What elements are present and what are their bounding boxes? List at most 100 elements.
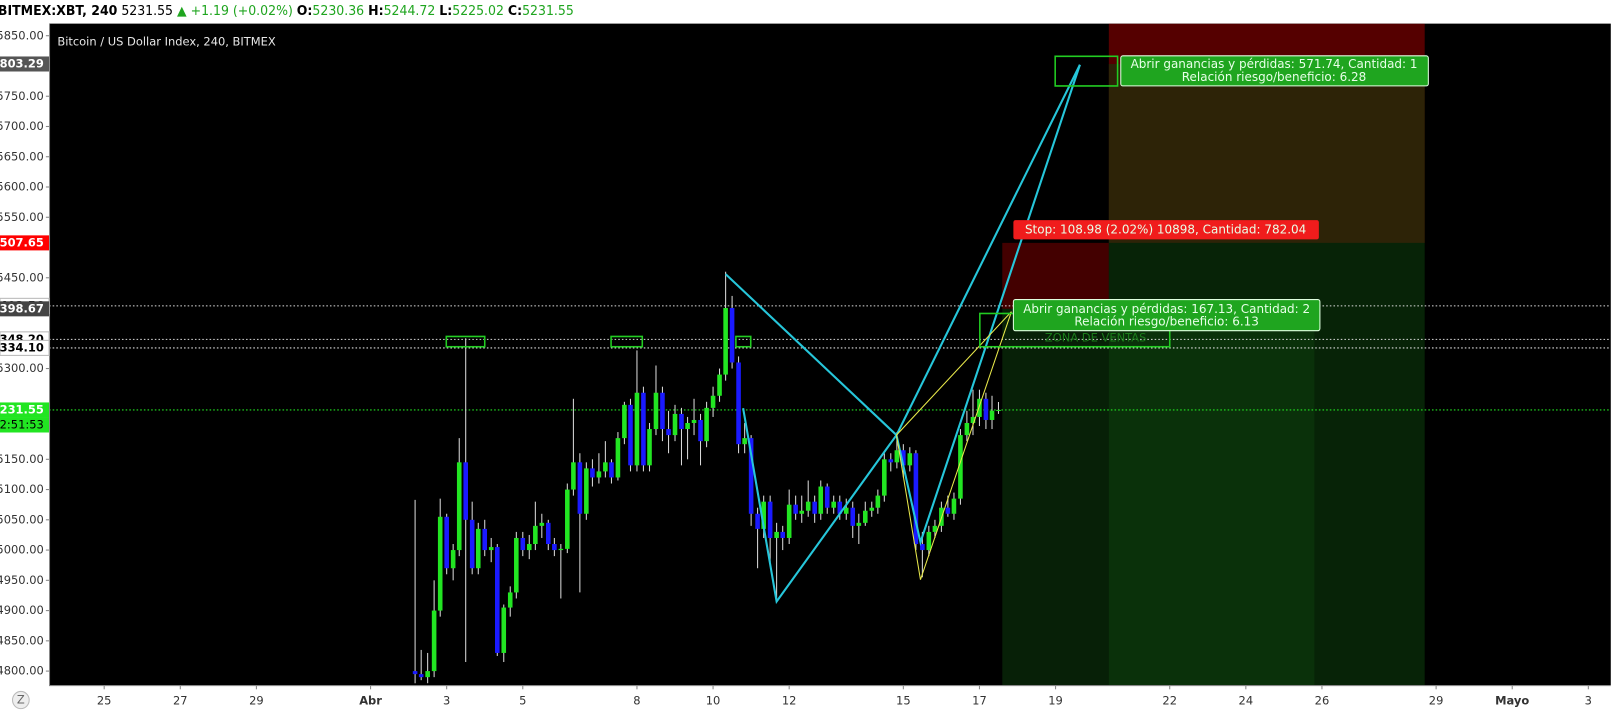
candle-body — [901, 450, 906, 466]
y-tick-label: 5450.00 — [0, 270, 44, 284]
candle-body — [685, 422, 690, 430]
zoom-icon[interactable] — [11, 690, 30, 710]
candle-body — [793, 504, 798, 514]
candle-body — [615, 438, 621, 478]
price-label-bg — [0, 235, 50, 251]
candle-body — [831, 501, 836, 508]
y-tick-label: 5000.00 — [0, 542, 44, 556]
candle-body — [463, 462, 468, 520]
y-tick-label: 5100.00 — [0, 482, 44, 496]
candle-body — [704, 407, 709, 442]
candle-body — [507, 592, 513, 608]
candle-body — [437, 516, 443, 611]
candle-body — [856, 522, 862, 526]
y-tick-label: 4950.00 — [0, 573, 44, 587]
h-label: H: — [368, 2, 383, 17]
candle-body — [862, 510, 868, 523]
candle-body — [970, 416, 976, 423]
position-labels: Abrir ganancias y pérdidas: 571.74, Cant… — [1012, 55, 1429, 332]
candle-body — [482, 528, 488, 551]
price-label: 5803.29 — [0, 56, 44, 70]
candle-body — [552, 544, 557, 551]
candle-body — [444, 516, 449, 569]
candle-body — [584, 468, 589, 514]
candle-body — [913, 453, 919, 545]
target2-line2: Relación riesgo/beneficio: 6.13 — [1074, 314, 1259, 328]
candle-body — [837, 501, 843, 514]
candle-body — [565, 489, 570, 549]
y-tick-label: 5300.00 — [0, 361, 44, 375]
candle-body — [843, 507, 849, 514]
pattern-line — [742, 64, 1081, 605]
l-value: 5225.02 — [452, 2, 504, 17]
zone-box — [735, 335, 752, 348]
countdown-bg — [0, 417, 50, 433]
symbol: BITMEX:XBT, 240 — [0, 2, 118, 17]
target1-box — [1120, 55, 1429, 87]
countdown: 02:51:53 — [0, 417, 44, 431]
candle-body — [983, 398, 989, 420]
candle-body — [577, 462, 583, 514]
pattern-line — [895, 311, 1012, 580]
y-tick-label: 5050.00 — [0, 512, 44, 526]
price-label-bg — [0, 339, 50, 356]
candle-body — [767, 501, 773, 538]
up-arrow: ▲ — [177, 2, 187, 17]
c-value: 5231.55 — [522, 2, 574, 17]
o-value: 5230.36 — [312, 2, 364, 17]
candle-body — [723, 308, 728, 375]
candle-body — [691, 419, 697, 423]
target2-line1: Abrir ganancias y pérdidas: 167.13, Cant… — [1023, 302, 1310, 316]
candle-body — [641, 392, 646, 466]
candle-body — [501, 607, 507, 653]
zone-box-text: ZONA DE VENTAS — [1045, 331, 1146, 345]
x-tick-label: 12 — [782, 694, 797, 708]
candle-body — [812, 501, 817, 514]
target1-line1: Abrir ganancias y pérdidas: 571.74, Cant… — [1131, 57, 1418, 71]
candle-body — [475, 528, 481, 569]
x-tick-label: 5 — [519, 694, 526, 708]
candle-body — [958, 435, 963, 499]
candle-body — [977, 398, 982, 417]
candle-body — [488, 547, 494, 551]
x-tick-label: 27 — [173, 694, 188, 708]
candle-body — [666, 429, 671, 436]
x-tick-label: 10 — [706, 694, 721, 708]
header: BITMEX:XBT, 240 5231.55 ▲ +1.19 (+0.02%)… — [0, 2, 574, 17]
x-tick-label: 19 — [1048, 694, 1063, 708]
zone-box — [445, 335, 486, 348]
candle-body — [431, 610, 437, 672]
candle-body — [945, 507, 951, 514]
candle-body — [761, 501, 766, 529]
candle-body — [418, 674, 424, 678]
y-tick-label: 4850.00 — [0, 633, 44, 647]
y-tick-label: 4900.00 — [0, 603, 44, 617]
candle-body — [742, 438, 747, 445]
c-label: C: — [508, 2, 522, 17]
candle-body — [634, 392, 640, 466]
candle-body — [850, 507, 856, 526]
candle-body — [869, 507, 875, 511]
candle-body — [818, 486, 824, 514]
price-label-bg — [0, 402, 50, 418]
candle-body — [786, 504, 792, 538]
x-tick-label: 24 — [1239, 694, 1254, 708]
target2-box — [1012, 299, 1321, 332]
x-tick-label: 3 — [443, 694, 450, 708]
y-tick-label: 5600.00 — [0, 179, 44, 193]
candle-body — [526, 544, 532, 551]
y-tick-label: 5850.00 — [0, 28, 44, 42]
zone-box — [610, 335, 644, 348]
candle-body — [894, 450, 900, 463]
last-price: 5231.55 — [121, 2, 173, 17]
candle-body — [920, 544, 925, 551]
candle-body — [882, 459, 887, 496]
candle-body — [520, 537, 526, 551]
candle-body — [571, 462, 576, 490]
y-tick-label: 5150.00 — [0, 452, 44, 466]
candle-body — [805, 501, 811, 511]
price-label: 5334.10 — [0, 340, 44, 354]
l-label: L: — [439, 2, 452, 17]
